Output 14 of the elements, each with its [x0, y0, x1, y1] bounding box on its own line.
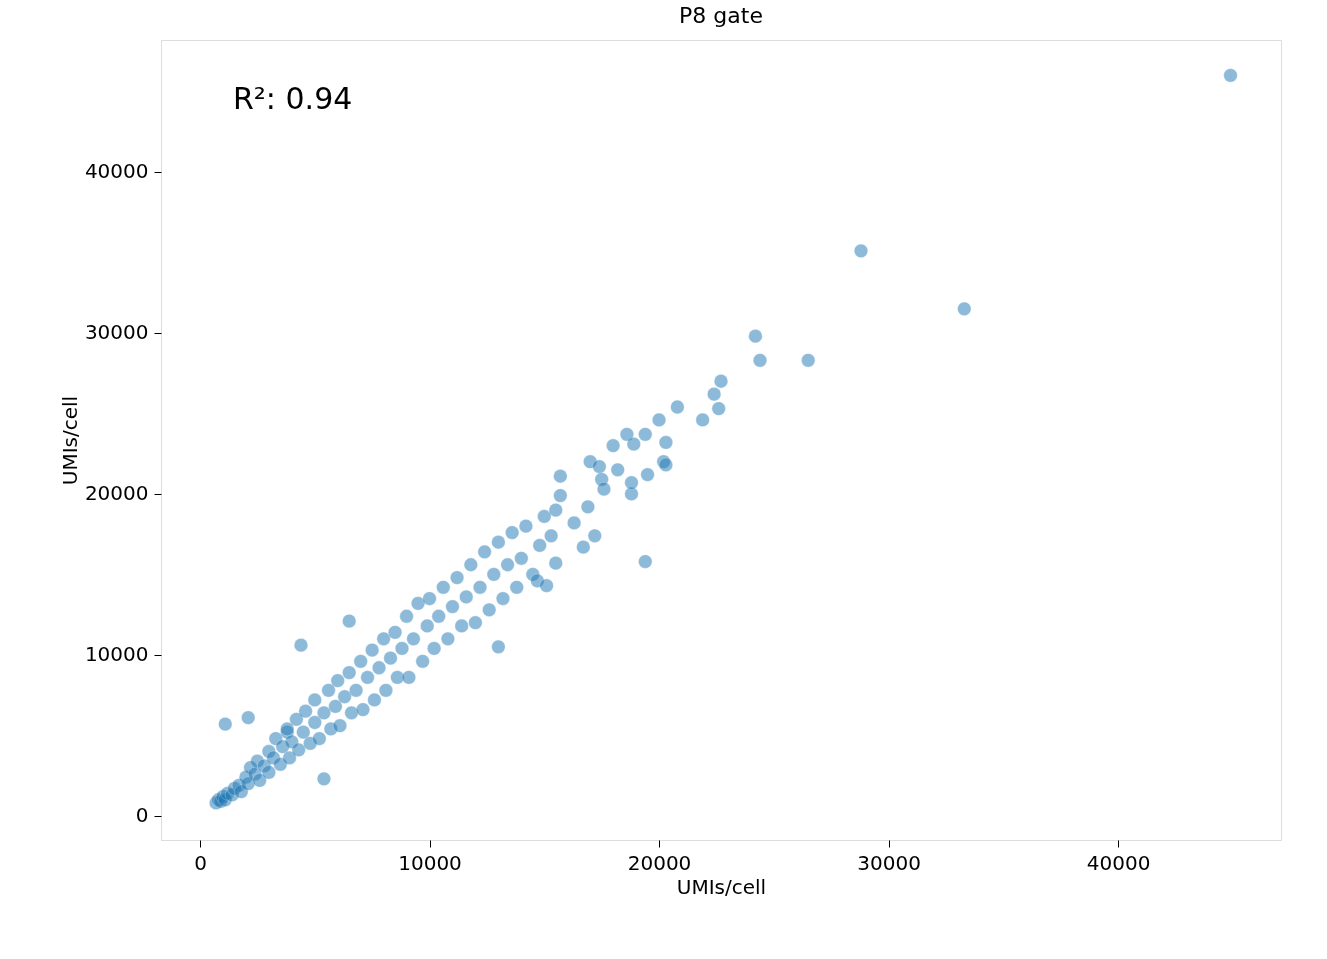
- y-tick-label: 40000: [84, 159, 149, 184]
- x-tick-label: 10000: [398, 850, 462, 875]
- y-tick-label: 10000: [84, 642, 149, 667]
- x-tick-label: 40000: [1086, 850, 1151, 875]
- x-tick-label: 30000: [857, 850, 921, 875]
- chart-title: P8 gate: [679, 3, 763, 28]
- y-axis-title: UMIs/cell: [57, 395, 82, 486]
- annotation: R²: 0.94: [233, 81, 353, 116]
- x-tick-label: 20000: [627, 850, 692, 875]
- y-tick-label: 30000: [84, 320, 149, 345]
- x-axis-title: UMIs/cell: [676, 874, 767, 899]
- y-tick-label: 0: [135, 803, 149, 828]
- y-tick-label: 20000: [84, 481, 149, 506]
- x-tick-label: 0: [194, 850, 207, 875]
